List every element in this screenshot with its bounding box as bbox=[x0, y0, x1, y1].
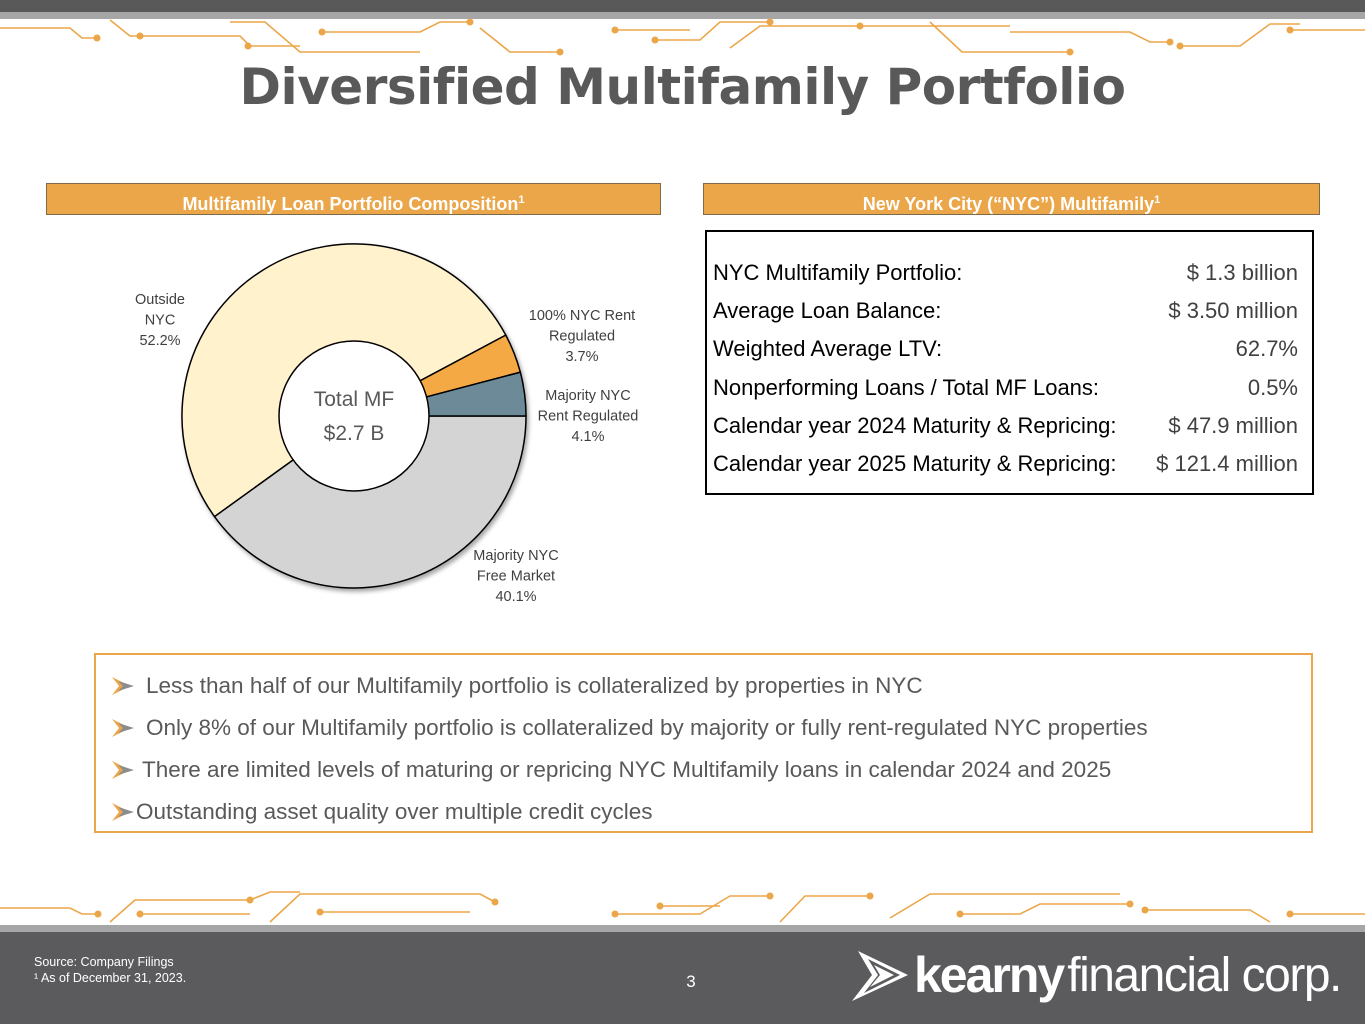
circuit-decoration-top bbox=[0, 18, 1365, 56]
stat-row-npl: Nonperforming Loans / Total MF Loans: 0.5… bbox=[713, 369, 1298, 407]
bullet-text: Less than half of our Multifamily portfo… bbox=[146, 673, 923, 698]
bullet-text: Only 8% of our Multifamily portfolio is … bbox=[146, 715, 1148, 740]
donut-slice-majority-nyc-free-market bbox=[213, 415, 527, 589]
arrow-bullet-icon bbox=[112, 677, 134, 695]
portfolio-donut-chart: Majority NYC Free Market 40.1% Outside NYC 52… bbox=[135, 243, 639, 605]
bullet-item: There are limited levels of maturing or … bbox=[96, 749, 1311, 791]
stat-row-ltv: Weighted Average LTV: 62.7% bbox=[713, 330, 1298, 368]
bullet-item: Less than half of our Multifamily portfo… bbox=[96, 665, 1311, 707]
stat-value: $ 3.50 million bbox=[1168, 298, 1298, 324]
stat-label: NYC Multifamily Portfolio: bbox=[713, 260, 963, 286]
donut-center-value: $2.7 B bbox=[324, 422, 385, 445]
key-points-box: Less than half of our Multifamily portfo… bbox=[94, 653, 1313, 833]
source-note: Source: Company Filings bbox=[34, 955, 174, 969]
bullet-text: Outstanding asset quality over multiple … bbox=[136, 799, 653, 824]
stat-label: Calendar year 2025 Maturity & Repricing: bbox=[713, 451, 1117, 477]
bullet-item: Outstanding asset quality over multiple … bbox=[96, 791, 1311, 833]
stat-label: Weighted Average LTV: bbox=[713, 336, 943, 362]
stat-row-portfolio: NYC Multifamily Portfolio: $ 1.3 billion bbox=[713, 254, 1298, 292]
kearny-logo: kearny financial corp. bbox=[850, 946, 1342, 1004]
nyc-multifamily-header: New York City (“NYC”) Multifamily1 bbox=[703, 183, 1320, 215]
stat-value: $ 1.3 billion bbox=[1186, 260, 1298, 286]
footer-accent-bar bbox=[0, 925, 1365, 932]
stat-value: 0.5% bbox=[1247, 374, 1298, 400]
donut-slice-label: 100% NYC Rent Regulated 3.7% bbox=[529, 308, 635, 365]
bullet-item: Only 8% of our Multifamily portfolio is … bbox=[96, 707, 1311, 749]
nyc-multifamily-header-text: New York City (“NYC”) Multifamily bbox=[862, 194, 1155, 214]
stat-label: Average Loan Balance: bbox=[713, 298, 942, 324]
composition-header: Multifamily Loan Portfolio Composition1 bbox=[46, 183, 661, 215]
nyc-stats-table: NYC Multifamily Portfolio: $ 1.3 billion … bbox=[705, 230, 1314, 495]
brand-name-bold: kearny bbox=[914, 947, 1065, 1003]
donut-hole bbox=[278, 340, 430, 492]
stat-value: 62.7% bbox=[1235, 336, 1298, 362]
stat-row-2024-maturity: Calendar year 2024 Maturity & Repricing:… bbox=[713, 407, 1298, 445]
brand-name-light: financial corp. bbox=[1067, 948, 1342, 1002]
stat-row-avg-loan: Average Loan Balance: $ 3.50 million bbox=[713, 292, 1298, 330]
donut-slice-label: Outside NYC 52.2% bbox=[135, 292, 185, 349]
circuit-decoration-bottom bbox=[0, 891, 1365, 923]
bullet-text: There are limited levels of maturing or … bbox=[142, 757, 1112, 782]
page-number: 3 bbox=[686, 972, 696, 991]
nyc-multifamily-header-footnote: 1 bbox=[1154, 194, 1161, 206]
donut-slice-label: Majority NYC Free Market 40.1% bbox=[473, 548, 558, 605]
footnotes: Source: Company Filings ¹ As of December… bbox=[34, 954, 186, 986]
composition-header-footnote: 1 bbox=[518, 194, 525, 206]
footer bbox=[0, 932, 1365, 1024]
kearny-arrow-logo-icon bbox=[852, 951, 908, 1001]
arrow-bullet-icon bbox=[112, 761, 134, 779]
arrow-bullet-icon bbox=[112, 803, 134, 821]
composition-header-text: Multifamily Loan Portfolio Composition bbox=[182, 194, 519, 214]
arrow-bullet-icon bbox=[112, 719, 134, 737]
top-bar bbox=[0, 0, 1365, 12]
stat-label: Nonperforming Loans / Total MF Loans: bbox=[713, 374, 1100, 400]
donut-slice-label: Majority NYC Rent Regulated 4.1% bbox=[538, 388, 639, 445]
top-bar-accent bbox=[0, 12, 1365, 19]
date-footnote: ¹ As of December 31, 2023. bbox=[34, 971, 187, 985]
stat-value: $ 47.9 million bbox=[1168, 412, 1298, 438]
stat-row-2025-maturity: Calendar year 2025 Maturity & Repricing:… bbox=[713, 445, 1298, 483]
page-title: Diversified Multifamily Portfolio bbox=[239, 58, 1126, 116]
stat-value: $ 121.4 million bbox=[1156, 451, 1298, 477]
donut-center-title: Total MF bbox=[314, 388, 395, 411]
stat-label: Calendar year 2024 Maturity & Repricing: bbox=[713, 412, 1117, 438]
